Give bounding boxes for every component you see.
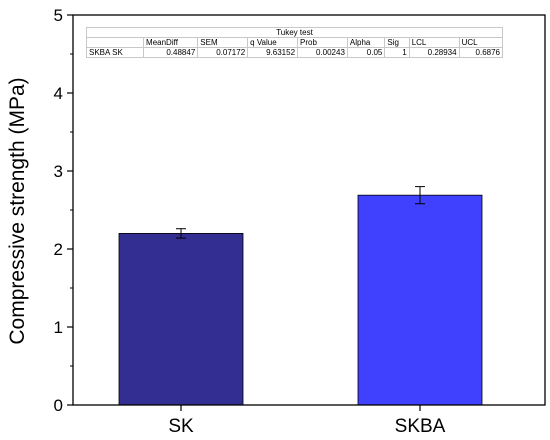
- y-axis-ticks: 0 1 2 3 4 5: [54, 6, 73, 415]
- bar-skba: [357, 194, 483, 406]
- tukey-cell: 0.07172: [197, 47, 249, 58]
- y-axis-title-group: Compressive strength (MPa): [6, 77, 29, 344]
- error-bar-skba: [415, 186, 425, 205]
- tukey-header-cell: q Value: [247, 37, 299, 48]
- tukey-title: Tukey test: [86, 27, 503, 38]
- y-tick-label: 4: [54, 84, 63, 103]
- table-row: SKBA SK 0.48847 0.07172 9.63152 0.00243 0.05 1…: [85, 47, 504, 58]
- tukey-cell: 0.28934: [408, 47, 460, 58]
- tukey-cell: 0.05: [346, 47, 386, 58]
- bar-sk: [118, 232, 244, 406]
- error-bars: [176, 186, 425, 239]
- tukey-title-row: Tukey test: [86, 27, 503, 38]
- tukey-test-table: Tukey test MeanDiff SEM q Value Prob Alpha Sig…: [85, 27, 504, 58]
- tukey-header-cell: Prob: [297, 37, 348, 48]
- tukey-cell: 0.00243: [297, 47, 348, 58]
- tukey-header-cell: LCL: [408, 37, 460, 48]
- tukey-cell: 0.48847: [143, 47, 199, 58]
- tukey-header-cell: Sig: [384, 37, 410, 48]
- y-tick-label: 0: [54, 396, 63, 415]
- bars: [118, 194, 483, 406]
- tukey-header-row: MeanDiff SEM q Value Prob Alpha Sig LCL UCL: [85, 37, 504, 48]
- error-bar-sk: [176, 228, 186, 239]
- y-tick-label: 1: [54, 318, 63, 337]
- tukey-header-cell: [85, 37, 145, 48]
- x-tick-label-sk: SK: [168, 416, 194, 437]
- tukey-cell: 9.63152: [247, 47, 299, 58]
- y-tick-label: 2: [54, 240, 63, 259]
- tukey-header-cell: UCL: [458, 37, 504, 48]
- y-tick-label: 5: [54, 6, 63, 25]
- tukey-cell: 0.6876: [458, 47, 504, 58]
- tukey-cell: 1: [384, 47, 410, 58]
- x-tick-label-skba: SKBA: [395, 416, 446, 437]
- tukey-header-cell: Alpha: [346, 37, 386, 48]
- tukey-header-cell: SEM: [197, 37, 249, 48]
- x-axis-ticks: SK SKBA: [168, 405, 446, 437]
- tukey-header-cell: MeanDiff: [143, 37, 199, 48]
- y-axis-title: Compressive strength (MPa): [6, 77, 29, 344]
- y-tick-label: 3: [54, 162, 63, 181]
- tukey-cell: SKBA SK: [85, 47, 145, 58]
